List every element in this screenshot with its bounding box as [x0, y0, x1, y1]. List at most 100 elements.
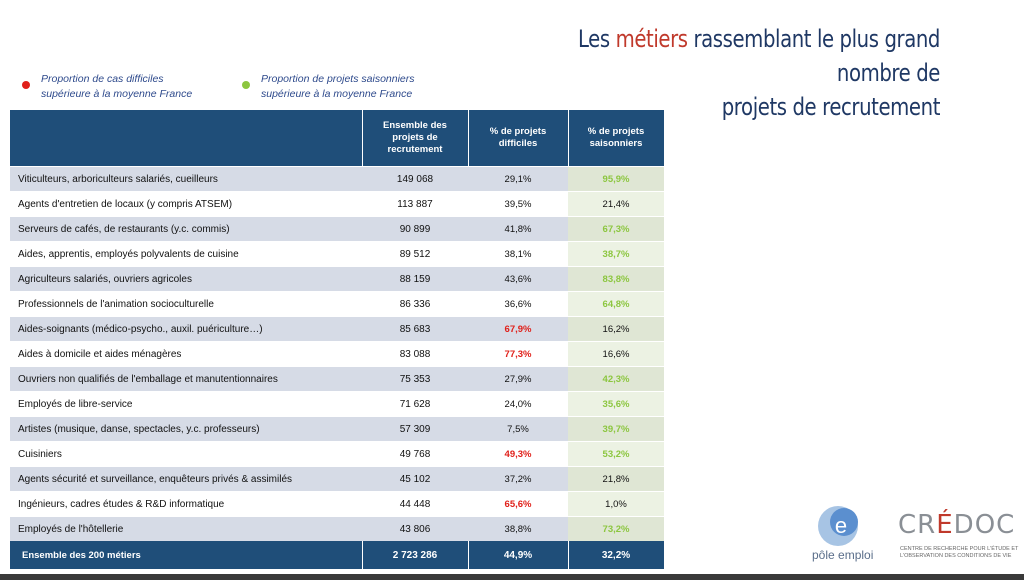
- credoc-suffix: DOC: [953, 510, 1016, 540]
- projets-cell: 86 336: [362, 291, 468, 317]
- legend-text-line: Proportion de projets saisonniers: [261, 73, 415, 85]
- table-row: Ingénieurs, cadres études & R&D informat…: [10, 491, 664, 517]
- table-header-row: Ensemble des projets de recrutement % de…: [10, 110, 665, 167]
- projets-cell: 113 887: [362, 191, 468, 217]
- title-highlight: métiers: [615, 25, 688, 53]
- occupation-cell: Aides, apprentis, employés polyvalents d…: [10, 241, 362, 267]
- legend-text-line: supérieure à la moyenne France: [261, 88, 413, 100]
- projets-cell: 44 448: [362, 491, 468, 517]
- bottom-bar: [0, 574, 1024, 580]
- saisonniers-cell: 38,7%: [568, 241, 664, 267]
- occupation-cell: Aides à domicile et aides ménagères: [10, 341, 362, 367]
- saisonniers-cell: 16,2%: [568, 316, 664, 342]
- table-row: Employés de l'hôtellerie 43 806 38,8% 73,2%: [10, 516, 664, 541]
- saisonniers-cell: 95,9%: [568, 166, 664, 192]
- table-row: Artistes (musique, danse, spectacles, y.…: [10, 416, 664, 442]
- occupation-cell: Cuisiniers: [10, 441, 362, 467]
- saisonniers-cell: 21,8%: [568, 466, 664, 492]
- difficiles-cell: 37,2%: [468, 466, 568, 492]
- table-row: Agents sécurité et surveillance, enquête…: [10, 466, 664, 492]
- occupation-cell: Serveurs de cafés, de restaurants (y.c. …: [10, 216, 362, 242]
- occupation-cell: Viticulteurs, arboriculteurs salariés, c…: [10, 166, 362, 192]
- header-projets: Ensemble des projets de recrutement: [362, 110, 469, 167]
- legend-seasonal: Proportion de projets saisonniers supéri…: [242, 72, 415, 102]
- svg-text:e: e: [835, 513, 847, 538]
- legend-text-line: Proportion de cas difficiles: [41, 73, 164, 85]
- difficiles-cell: 29,1%: [468, 166, 568, 192]
- occupation-cell: Agents sécurité et surveillance, enquête…: [10, 466, 362, 492]
- header-occupation: [10, 110, 363, 167]
- projets-cell: 90 899: [362, 216, 468, 242]
- title-part1: Les: [577, 25, 616, 53]
- difficiles-cell: 27,9%: [468, 366, 568, 392]
- saisonniers-cell: 83,8%: [568, 266, 664, 292]
- occupation-cell: Ouvriers non qualifiés de l'emballage et…: [10, 366, 362, 392]
- projets-cell: 88 159: [362, 266, 468, 292]
- occupation-cell: Employés de l'hôtellerie: [10, 516, 362, 541]
- table-row: Professionnels de l'animation sociocultu…: [10, 291, 664, 317]
- projets-cell: 75 353: [362, 366, 468, 392]
- saisonniers-cell: 39,7%: [568, 416, 664, 442]
- footer-projets: 2 723 286: [362, 541, 469, 569]
- saisonniers-cell: 35,6%: [568, 391, 664, 417]
- projets-cell: 45 102: [362, 466, 468, 492]
- difficiles-cell: 65,6%: [468, 491, 568, 517]
- header-saisonniers: % de projets saisonniers: [568, 110, 665, 167]
- table-row: Serveurs de cafés, de restaurants (y.c. …: [10, 216, 664, 242]
- projets-cell: 43 806: [362, 516, 468, 541]
- title-line2: projets de recrutement: [721, 93, 941, 121]
- projets-cell: 85 683: [362, 316, 468, 342]
- difficiles-cell: 49,3%: [468, 441, 568, 467]
- occupation-cell: Employés de libre-service: [10, 391, 362, 417]
- page-title: Les métiers rassemblant le plus grand no…: [530, 22, 940, 124]
- projets-cell: 49 768: [362, 441, 468, 467]
- recruitment-table: Ensemble des projets de recrutement % de…: [10, 110, 665, 569]
- footer-label: Ensemble des 200 métiers: [10, 541, 363, 569]
- occupation-cell: Aides-soignants (médico-psycho., auxil. …: [10, 316, 362, 342]
- footer-difficiles: 44,9%: [468, 541, 569, 569]
- difficiles-cell: 38,8%: [468, 516, 568, 541]
- occupation-cell: Agents d'entretien de locaux (y compris …: [10, 191, 362, 217]
- table-row: Aides à domicile et aides ménagères 83 08…: [10, 341, 664, 367]
- legend-difficult: Proportion de cas difficiles supérieure …: [22, 72, 192, 102]
- credoc-accent: É: [936, 510, 954, 540]
- table-row: Cuisiniers 49 768 49,3% 53,2%: [10, 441, 664, 467]
- pole-emploi-text: pôle emploi: [812, 548, 874, 562]
- difficiles-cell: 43,6%: [468, 266, 568, 292]
- difficiles-cell: 41,8%: [468, 216, 568, 242]
- header-difficiles: % de projets difficiles: [468, 110, 569, 167]
- projets-cell: 89 512: [362, 241, 468, 267]
- table-footer-row: Ensemble des 200 métiers 2 723 286 44,9%…: [10, 541, 665, 569]
- saisonniers-cell: 64,8%: [568, 291, 664, 317]
- credoc-prefix: CR: [898, 510, 937, 540]
- difficiles-cell: 24,0%: [468, 391, 568, 417]
- occupation-cell: Ingénieurs, cadres études & R&D informat…: [10, 491, 362, 517]
- green-dot-icon: [242, 81, 250, 89]
- projets-cell: 57 309: [362, 416, 468, 442]
- saisonniers-cell: 21,4%: [568, 191, 664, 217]
- difficiles-cell: 67,9%: [468, 316, 568, 342]
- legend-text-line: supérieure à la moyenne France: [41, 88, 193, 100]
- table-row: Aides-soignants (médico-psycho., auxil. …: [10, 316, 664, 342]
- table-row: Agents d'entretien de locaux (y compris …: [10, 191, 664, 217]
- saisonniers-cell: 16,6%: [568, 341, 664, 367]
- saisonniers-cell: 67,3%: [568, 216, 664, 242]
- table-row: Viticulteurs, arboriculteurs salariés, c…: [10, 166, 664, 192]
- occupation-cell: Agriculteurs salariés, ouvriers agricole…: [10, 266, 362, 292]
- projets-cell: 83 088: [362, 341, 468, 367]
- difficiles-cell: 38,1%: [468, 241, 568, 267]
- table-row: Aides, apprentis, employés polyvalents d…: [10, 241, 664, 267]
- table-row: Agriculteurs salariés, ouvriers agricole…: [10, 266, 664, 292]
- saisonniers-cell: 42,3%: [568, 366, 664, 392]
- difficiles-cell: 77,3%: [468, 341, 568, 367]
- occupation-cell: Professionnels de l'animation sociocultu…: [10, 291, 362, 317]
- title-part2: rassemblant le plus grand nombre de: [687, 25, 940, 87]
- pole-emploi-logo: e: [818, 506, 858, 546]
- projets-cell: 149 068: [362, 166, 468, 192]
- table-row: Employés de libre-service 71 628 24,0% 35,6…: [10, 391, 664, 417]
- difficiles-cell: 7,5%: [468, 416, 568, 442]
- saisonniers-cell: 53,2%: [568, 441, 664, 467]
- saisonniers-cell: 1,0%: [568, 491, 664, 517]
- saisonniers-cell: 73,2%: [568, 516, 664, 541]
- credoc-logo: CRÉDOC: [898, 510, 1015, 540]
